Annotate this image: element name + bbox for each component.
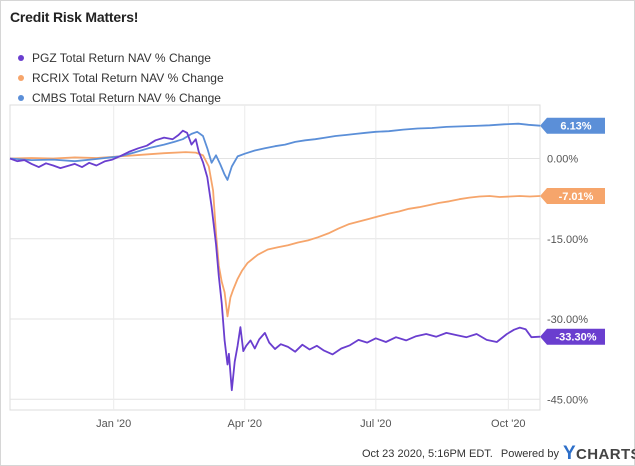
chart-title: Credit Risk Matters!	[10, 9, 139, 25]
footer-timestamp: Oct 23 2020, 5:16PM EDT.	[362, 448, 493, 460]
series-line-cmbs	[9, 122, 541, 181]
end-label-cmbs: 6.13%	[540, 117, 605, 134]
chart-legend: PGZ Total Return NAV % Change RCRIX Tota…	[18, 48, 224, 108]
legend-label-rcrix: RCRIX Total Return NAV % Change	[32, 71, 224, 85]
plot-area	[9, 104, 541, 411]
legend-item-rcrix[interactable]: RCRIX Total Return NAV % Change	[18, 68, 224, 88]
legend-item-cmbs[interactable]: CMBS Total Return NAV % Change	[18, 88, 224, 108]
end-label-text-rcrix: -7.01%	[559, 191, 594, 203]
y-tick-label: -45.00%	[547, 394, 588, 406]
end-label-pgz: -33.30%	[540, 328, 605, 345]
ycharts-logo-text: CHARTS	[576, 446, 635, 463]
legend-item-pgz[interactable]: PGZ Total Return NAV % Change	[18, 48, 224, 68]
legend-label-cmbs: CMBS Total Return NAV % Change	[32, 91, 221, 105]
end-label-flag-rcrix	[540, 188, 605, 205]
ycharts-logo-y: Y	[562, 443, 577, 464]
x-tick-label: Jan '20	[96, 418, 131, 430]
legend-dot-cmbs	[18, 95, 24, 101]
footer-powered-by: Powered by	[500, 448, 559, 460]
chart-footer: Oct 23 2020, 5:16PM EDT. Powered by YCHA…	[362, 443, 635, 465]
end-label-text-cmbs: 6.13%	[560, 121, 591, 133]
x-tick-label: Apr '20	[227, 418, 262, 430]
end-label-flag-cmbs	[540, 117, 605, 134]
x-tick-label: Jul '20	[360, 418, 391, 430]
end-label-text-pgz: -33.30%	[556, 332, 597, 344]
legend-dot-pgz	[18, 55, 24, 61]
y-tick-label: -30.00%	[547, 314, 588, 326]
y-tick-label: -15.00%	[547, 234, 588, 246]
x-tick-label: Oct '20	[491, 418, 526, 430]
ycharts-logo[interactable]: YCHARTS	[563, 443, 635, 465]
legend-dot-rcrix	[18, 75, 24, 81]
end-label-rcrix: -7.01%	[540, 188, 605, 205]
legend-label-pgz: PGZ Total Return NAV % Change	[32, 51, 211, 65]
series-line-rcrix	[9, 151, 541, 318]
series-line-pgz	[9, 129, 541, 392]
end-label-flag-pgz	[540, 328, 605, 345]
y-tick-label: 0.00%	[547, 154, 578, 166]
